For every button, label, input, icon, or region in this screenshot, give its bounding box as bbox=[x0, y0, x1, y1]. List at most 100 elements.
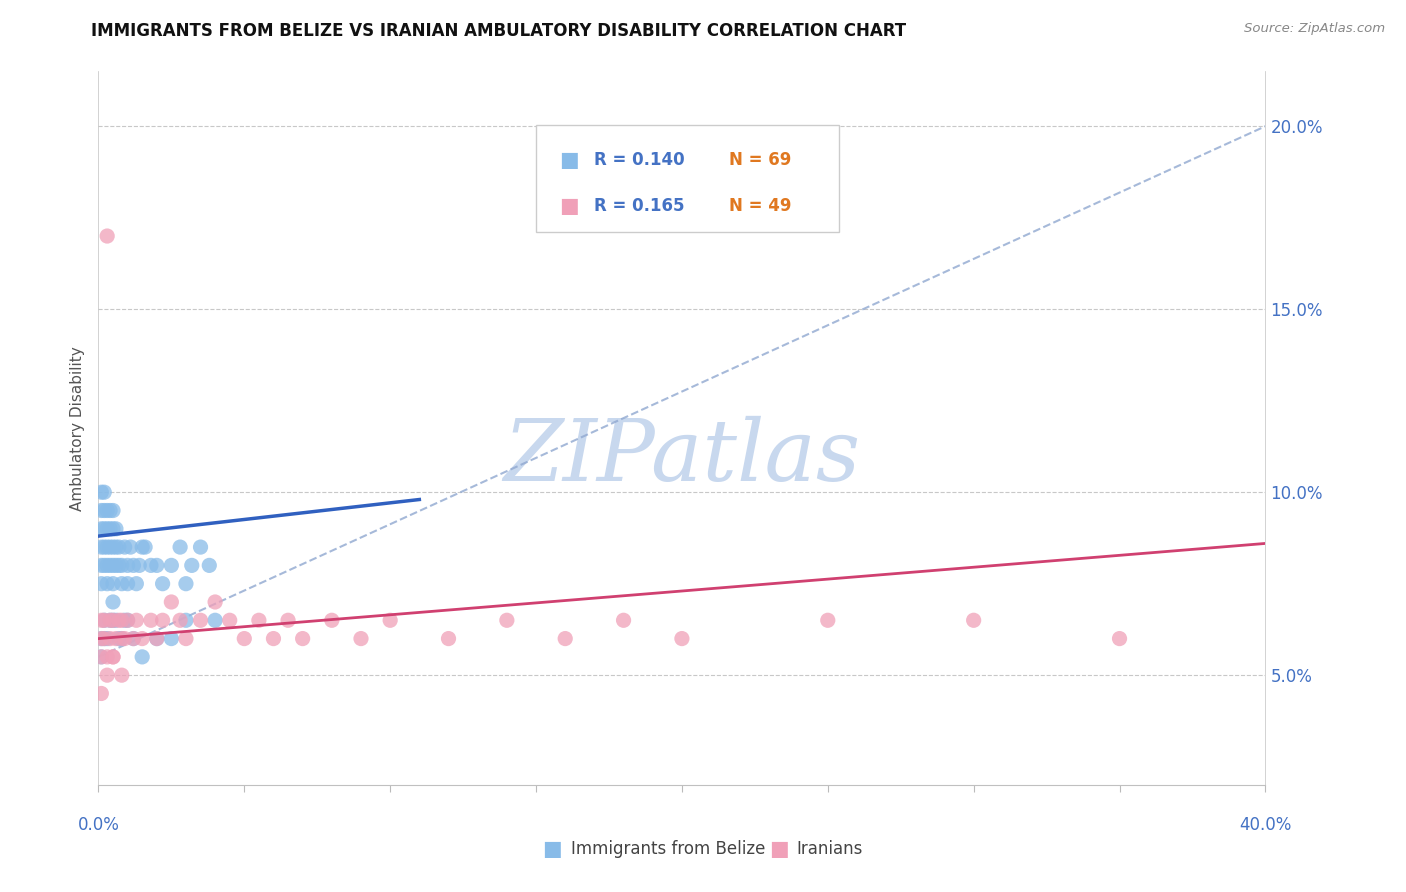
Point bbox=[120, 540, 142, 554]
Point bbox=[98, 613, 121, 627]
Point bbox=[139, 558, 162, 573]
Point bbox=[174, 632, 197, 646]
Point bbox=[108, 558, 131, 573]
Point bbox=[93, 522, 115, 536]
Text: IMMIGRANTS FROM BELIZE VS IRANIAN AMBULATORY DISABILITY CORRELATION CHART: IMMIGRANTS FROM BELIZE VS IRANIAN AMBULA… bbox=[91, 22, 907, 40]
Text: N = 69: N = 69 bbox=[728, 152, 792, 169]
Point bbox=[111, 632, 134, 646]
Point bbox=[277, 613, 299, 627]
Point bbox=[152, 613, 174, 627]
Point bbox=[350, 632, 373, 646]
Point bbox=[198, 558, 221, 573]
Point bbox=[122, 558, 145, 573]
Point bbox=[321, 613, 343, 627]
Point bbox=[90, 649, 112, 664]
Point bbox=[496, 613, 519, 627]
Point bbox=[131, 540, 153, 554]
Text: 0.0%: 0.0% bbox=[77, 815, 120, 833]
Point bbox=[96, 649, 118, 664]
Point bbox=[117, 576, 139, 591]
Point bbox=[98, 540, 121, 554]
Point bbox=[96, 558, 118, 573]
Point bbox=[218, 613, 240, 627]
Point bbox=[114, 632, 136, 646]
Point bbox=[93, 540, 115, 554]
Point bbox=[152, 576, 174, 591]
Point bbox=[169, 540, 191, 554]
Point bbox=[380, 613, 402, 627]
Point bbox=[93, 632, 115, 646]
Point bbox=[111, 558, 134, 573]
Point bbox=[111, 668, 134, 682]
Point bbox=[111, 576, 134, 591]
Point bbox=[93, 613, 115, 627]
Point bbox=[612, 613, 634, 627]
Text: ■: ■ bbox=[541, 839, 561, 859]
Point bbox=[101, 540, 124, 554]
Text: 40.0%: 40.0% bbox=[1239, 815, 1292, 833]
Point bbox=[96, 632, 118, 646]
Point bbox=[160, 595, 183, 609]
Point bbox=[104, 613, 127, 627]
Point bbox=[101, 503, 124, 517]
Point bbox=[174, 576, 197, 591]
Point bbox=[122, 632, 145, 646]
Text: R = 0.140: R = 0.140 bbox=[595, 152, 685, 169]
Point bbox=[180, 558, 202, 573]
Point bbox=[98, 522, 121, 536]
Point bbox=[114, 613, 136, 627]
Point bbox=[160, 632, 183, 646]
Point bbox=[101, 649, 124, 664]
Point bbox=[90, 632, 112, 646]
Text: ■: ■ bbox=[560, 151, 579, 170]
Point bbox=[98, 503, 121, 517]
Point bbox=[101, 576, 124, 591]
Point bbox=[174, 613, 197, 627]
Point bbox=[101, 595, 124, 609]
Point bbox=[93, 632, 115, 646]
Point bbox=[96, 522, 118, 536]
Text: R = 0.165: R = 0.165 bbox=[595, 197, 685, 215]
Point bbox=[169, 613, 191, 627]
Point bbox=[111, 632, 134, 646]
Point bbox=[90, 558, 112, 573]
Point bbox=[90, 686, 112, 700]
FancyBboxPatch shape bbox=[536, 125, 839, 232]
Point bbox=[101, 613, 124, 627]
Point bbox=[146, 632, 169, 646]
Point bbox=[90, 576, 112, 591]
Text: Source: ZipAtlas.com: Source: ZipAtlas.com bbox=[1244, 22, 1385, 36]
Text: ■: ■ bbox=[560, 196, 579, 217]
Point bbox=[233, 632, 256, 646]
Point bbox=[90, 632, 112, 646]
Point bbox=[554, 632, 576, 646]
Point bbox=[101, 649, 124, 664]
Point bbox=[117, 613, 139, 627]
Point bbox=[96, 229, 118, 244]
Point bbox=[111, 613, 134, 627]
Point bbox=[125, 576, 148, 591]
Point bbox=[817, 613, 839, 627]
Point bbox=[160, 558, 183, 573]
Point bbox=[98, 558, 121, 573]
Point bbox=[204, 613, 226, 627]
Point bbox=[117, 613, 139, 627]
Point bbox=[98, 613, 121, 627]
Text: ZIPatlas: ZIPatlas bbox=[503, 416, 860, 498]
Point bbox=[101, 522, 124, 536]
Point bbox=[90, 613, 112, 627]
Point bbox=[131, 632, 153, 646]
Point bbox=[114, 540, 136, 554]
Point bbox=[262, 632, 284, 646]
Point bbox=[101, 613, 124, 627]
Point bbox=[204, 595, 226, 609]
Point bbox=[101, 558, 124, 573]
Point bbox=[139, 613, 162, 627]
Text: Iranians: Iranians bbox=[796, 840, 863, 858]
Point bbox=[108, 632, 131, 646]
Point bbox=[93, 558, 115, 573]
Point bbox=[190, 613, 212, 627]
Point bbox=[90, 540, 112, 554]
Text: ■: ■ bbox=[769, 839, 789, 859]
Point bbox=[122, 632, 145, 646]
